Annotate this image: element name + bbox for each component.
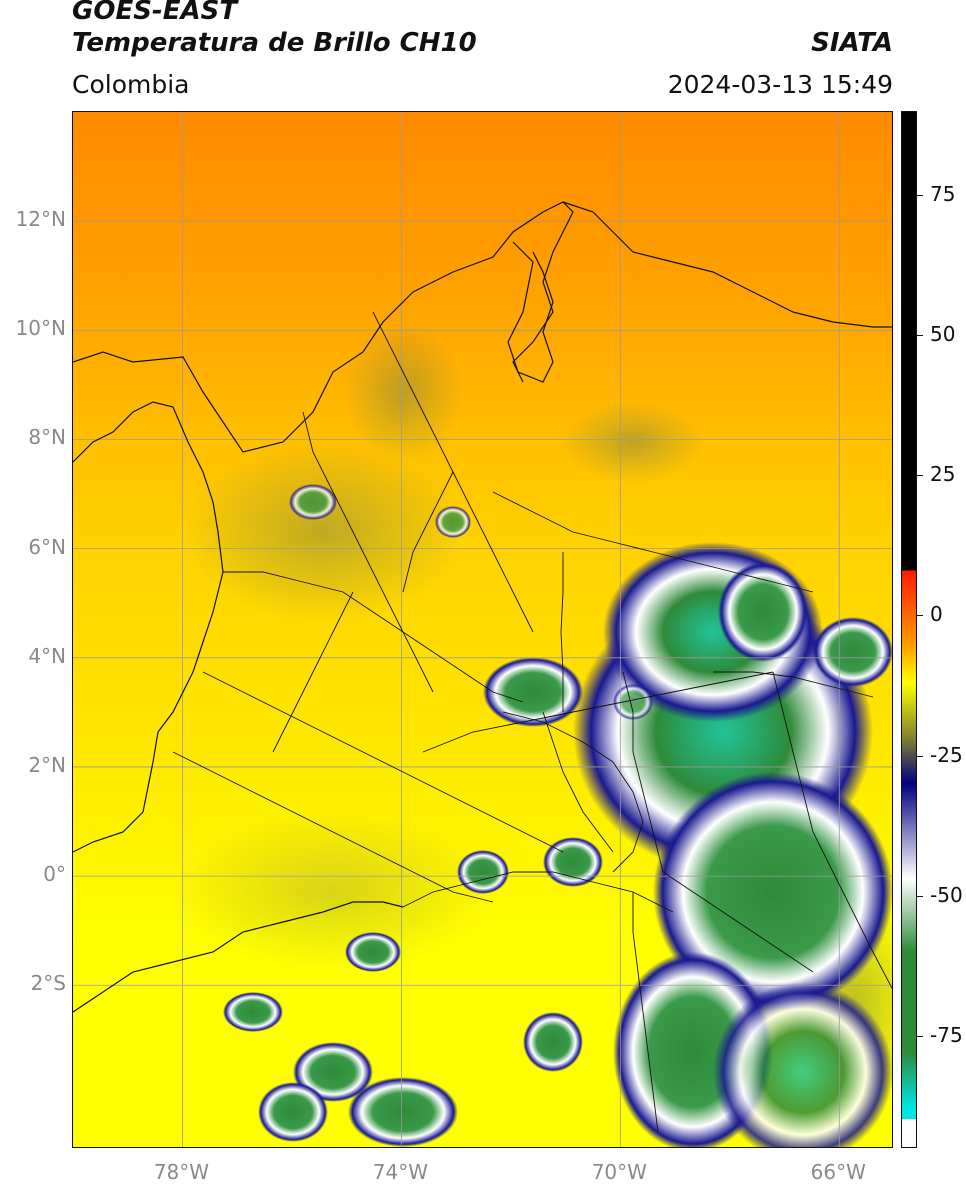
map-layers [73,112,892,1147]
colorbar-tick-mark [917,475,923,477]
lat-tick-label: 8°N [28,425,66,450]
colorbar-tick-label: 50 [930,322,956,347]
colorbar-tick-mark [917,1035,923,1037]
lat-tick-label: 2°S [30,971,66,996]
timestamp-label: 2024-03-13 15:49 [667,70,893,99]
lat-tick-label: 10°N [15,316,66,341]
lon-tick-label: 66°W [810,1160,866,1184]
lat-tick-label: 12°N [15,207,66,232]
region-label: Colombia [72,70,190,99]
colorbar-tick-label: 75 [930,182,956,207]
colorbar-tick-mark [917,195,923,197]
brand-label: SIATA [811,28,893,58]
department-borders [172,311,892,1133]
colorbar-tick-label: 0 [930,602,943,627]
colorbar-tick-label: -75 [930,1022,963,1047]
satellite-map [72,111,893,1148]
colorbar [901,111,917,1148]
title-line2: Temperatura de Brillo CH10 [72,28,477,58]
colorbar-tick-mark [917,895,923,897]
lon-tick-label: 74°W [372,1160,428,1184]
colorbar-tick-label: -50 [930,882,963,907]
colorbar-tick-label: -25 [930,742,963,767]
colorbar-tick-mark [917,335,923,337]
lat-tick-label: 2°N [28,752,66,777]
lon-tick-label: 78°W [153,1160,210,1184]
lat-tick-label: 0° [43,862,66,887]
colorbar-tick-mark [917,755,923,757]
colorbar-tick-label: 25 [930,462,956,487]
lat-tick-label: 4°N [28,643,66,668]
convective-clouds [223,484,892,1147]
lon-tick-label: 70°W [591,1160,647,1184]
colorbar-tick-mark [917,615,923,617]
title-line1: GOES-EAST [72,0,238,26]
lat-tick-label: 6°N [28,534,66,559]
